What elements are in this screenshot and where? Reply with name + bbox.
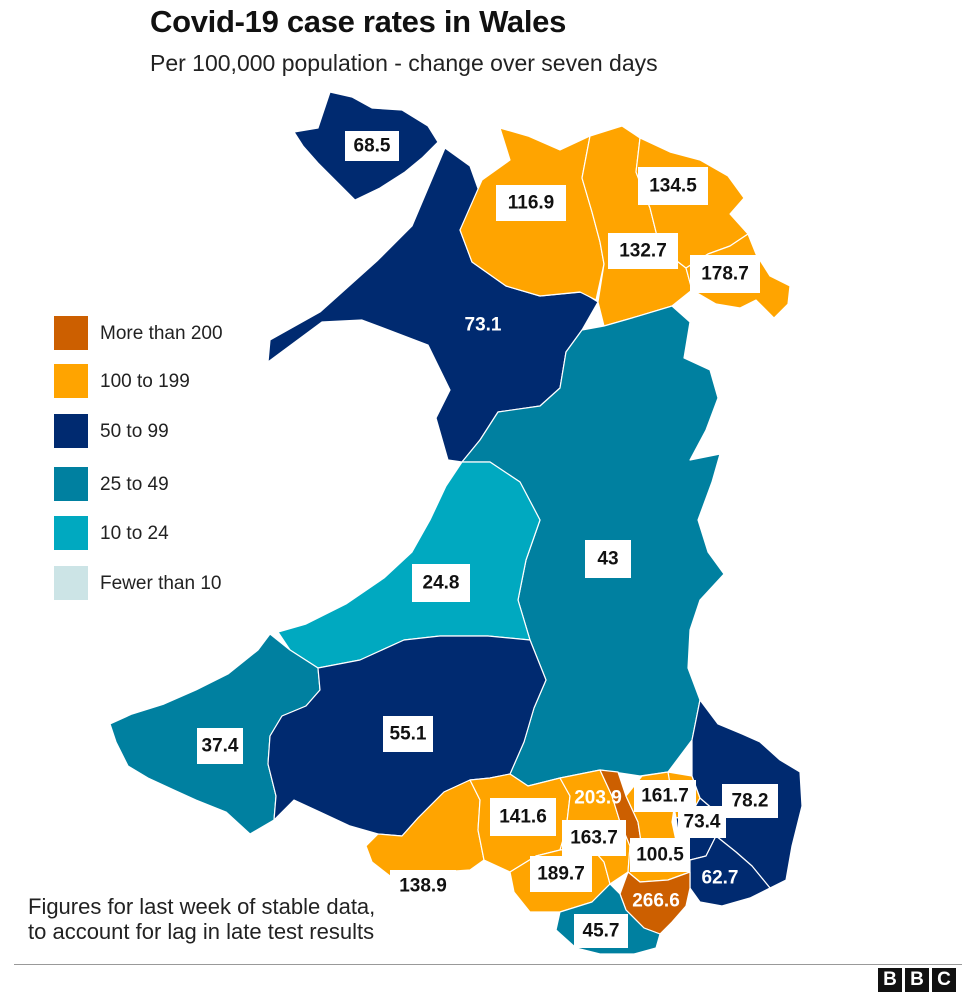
legend-label: Fewer than 10 [100,573,222,594]
value-label-rhondda-cynon-taf: 163.7 [562,820,626,856]
value-label-powys: 43 [585,540,631,578]
value-label-cardiff: 266.6 [632,891,680,912]
value-text: 116.9 [508,193,555,214]
footnote: Figures for last week of stable data, to… [28,894,375,944]
value-label-pembrokeshire: 37.4 [197,728,243,764]
legend-item: 50 to 99 [54,414,314,448]
legend-item: More than 200 [54,316,314,350]
value-text: 189.7 [537,864,585,885]
legend-item: 100 to 199 [54,364,314,398]
value-text: 266.6 [632,891,680,912]
value-label-merthyr-tydfil: 203.9 [574,788,622,809]
value-text: 45.7 [583,921,620,942]
legend-label: More than 200 [100,323,223,344]
legend-swatch [54,516,88,550]
bbc-logo-letter: C [932,968,956,992]
value-text: 100.5 [636,845,684,866]
value-text: 203.9 [574,788,622,809]
value-text: 68.5 [354,136,391,157]
legend-swatch [54,316,88,350]
divider [14,964,962,965]
value-label-torfaen: 73.4 [678,806,726,838]
legend-item: Fewer than 10 [54,566,314,600]
value-label-wrexham: 178.7 [690,255,760,293]
value-label-denbighshire: 132.7 [608,233,678,269]
legend-label: 10 to 24 [100,523,169,544]
legend-label: 50 to 99 [100,421,169,442]
legend-swatch [54,364,88,398]
value-text: 78.2 [732,791,769,812]
value-text: 161.7 [641,786,689,807]
legend-label: 100 to 199 [100,371,190,392]
page-subtitle: Per 100,000 population - change over sev… [150,50,658,76]
footnote-line: Figures for last week of stable data, [28,894,376,919]
value-label-monmouthshire: 78.2 [722,784,778,818]
bbc-logo-letter: B [878,968,902,992]
legend-item: 10 to 24 [54,516,314,550]
value-text: 134.5 [649,176,697,197]
value-label-swansea: 138.9 [390,870,456,906]
value-label-vale-of-glamorgan: 45.7 [574,914,628,948]
legend-label: 25 to 49 [100,474,169,495]
value-label-anglesey: 68.5 [345,131,399,161]
value-text: 62.7 [702,868,739,889]
value-label-newport: 62.7 [702,868,739,889]
value-text: 132.7 [619,241,667,262]
legend-swatch [54,467,88,501]
value-label-ceredigion: 24.8 [412,564,470,602]
value-text: 178.7 [701,264,749,285]
page-title: Covid-19 case rates in Wales [150,4,567,39]
value-text: 24.8 [423,573,460,594]
value-text: 141.6 [499,807,547,828]
legend-swatch [54,566,88,600]
value-text: 138.9 [399,876,447,897]
value-label-carmarthenshire: 55.1 [383,716,433,752]
bbc-logo-letter: B [905,968,929,992]
value-text: 43 [597,549,618,570]
legend-item: 25 to 49 [54,467,314,501]
value-label-conwy: 116.9 [496,185,566,221]
value-text: 73.4 [684,812,721,833]
bbc-logo: B B C [878,968,956,992]
value-text: 163.7 [570,828,618,849]
value-label-flintshire: 134.5 [638,167,708,205]
value-label-blaenau-gwent: 161.7 [634,780,696,812]
value-text: 37.4 [202,736,239,757]
value-label-bridgend: 189.7 [530,856,592,892]
value-text: 73.1 [465,315,502,336]
value-label-neath-port-talbot: 141.6 [490,798,556,836]
footnote-line: to account for lag in late test results [28,919,375,944]
value-label-gwynedd: 73.1 [465,315,502,336]
value-text: 55.1 [390,724,427,745]
legend-swatch [54,414,88,448]
value-label-caerphilly: 100.5 [630,838,690,872]
